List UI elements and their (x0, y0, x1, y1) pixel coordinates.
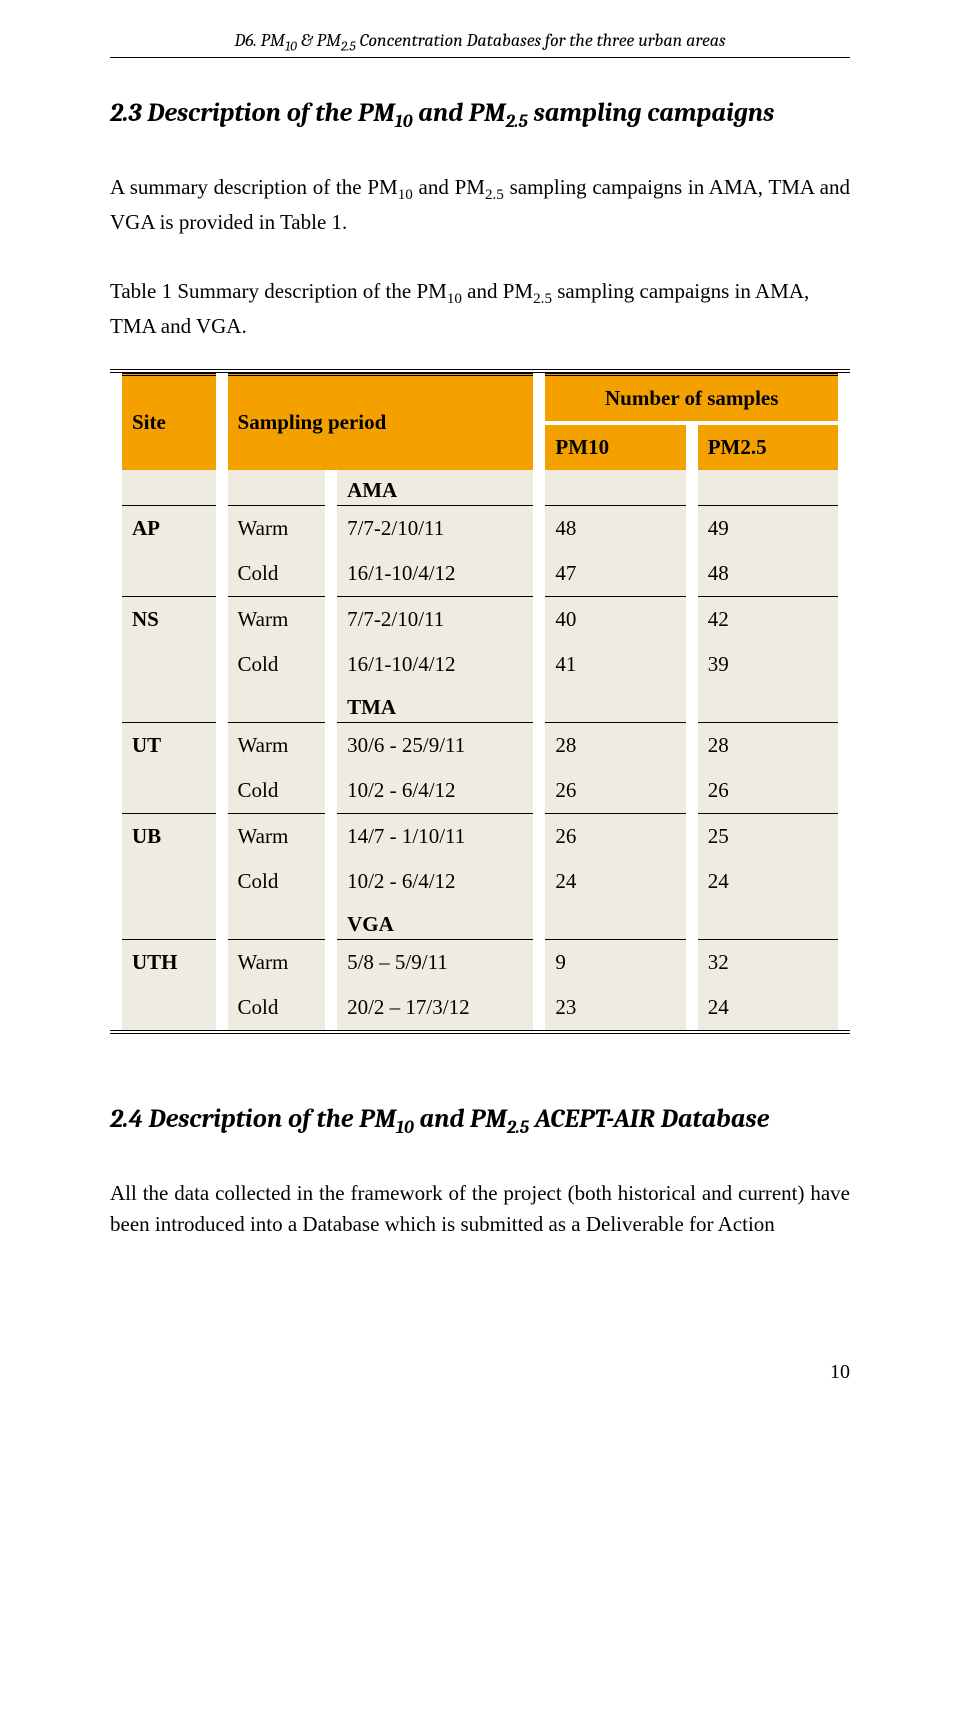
cell-season: Cold (228, 768, 326, 813)
cell-pm25: 48 (698, 551, 838, 596)
cell-site (122, 985, 216, 1030)
section-label: TMA (337, 687, 533, 722)
cell-site (122, 551, 216, 596)
section-label: VGA (337, 904, 533, 939)
heading-2-3: 2.3 Description of the PM10 and PM2.5 sa… (110, 98, 850, 132)
cell-pm25: 24 (698, 859, 838, 904)
cell-pm10: 26 (545, 768, 685, 813)
cell-pm10: 9 (545, 939, 685, 985)
running-header: D6. PM10 & PM2.5 Concentration Databases… (110, 30, 850, 58)
cell-pm25: 49 (698, 505, 838, 551)
cell-site: AP (122, 505, 216, 551)
cell-pm25: 26 (698, 768, 838, 813)
cell-season: Cold (228, 859, 326, 904)
cell-pm10: 47 (545, 551, 685, 596)
cell-pm25: 32 (698, 939, 838, 985)
cell-season: Warm (228, 722, 326, 768)
paragraph-intro: A summary description of the PM10 and PM… (110, 172, 850, 238)
cell-period: 10/2 - 6/4/12 (337, 768, 533, 813)
cell-season: Cold (228, 551, 326, 596)
th-period: Sampling period (228, 373, 534, 470)
cell-period: 16/1-10/4/12 (337, 551, 533, 596)
cell-period: 30/6 - 25/9/11 (337, 722, 533, 768)
cell-period: 10/2 - 6/4/12 (337, 859, 533, 904)
cell-pm25: 28 (698, 722, 838, 768)
cell-pm10: 28 (545, 722, 685, 768)
table-1-wrap: Site Sampling period Number of samples P… (110, 369, 850, 1034)
cell-site: NS (122, 596, 216, 642)
cell-period: 20/2 – 17/3/12 (337, 985, 533, 1030)
cell-pm10: 24 (545, 859, 685, 904)
cell-period: 7/7-2/10/11 (337, 596, 533, 642)
paragraph-db: All the data collected in the framework … (110, 1178, 850, 1241)
section-label: AMA (337, 470, 533, 505)
cell-pm10: 23 (545, 985, 685, 1030)
cell-season: Cold (228, 642, 326, 687)
cell-pm10: 40 (545, 596, 685, 642)
cell-season: Warm (228, 939, 326, 985)
cell-site: UTH (122, 939, 216, 985)
cell-season: Warm (228, 505, 326, 551)
cell-period: 16/1-10/4/12 (337, 642, 533, 687)
cell-site: UT (122, 722, 216, 768)
cell-site: UB (122, 813, 216, 859)
th-pm25: PM2.5 (698, 425, 838, 470)
cell-period: 7/7-2/10/11 (337, 505, 533, 551)
th-pm10: PM10 (545, 425, 685, 470)
th-samples: Number of samples (545, 373, 838, 421)
cell-pm25: 39 (698, 642, 838, 687)
cell-pm25: 42 (698, 596, 838, 642)
cell-season: Cold (228, 985, 326, 1030)
table-1-caption: Table 1 Summary description of the PM10 … (110, 276, 850, 342)
cell-season: Warm (228, 813, 326, 859)
cell-site (122, 768, 216, 813)
cell-site (122, 859, 216, 904)
heading-2-4: 2.4 Description of the PM10 and PM2.5 AC… (110, 1104, 850, 1138)
cell-site (122, 642, 216, 687)
cell-pm10: 26 (545, 813, 685, 859)
cell-season: Warm (228, 596, 326, 642)
cell-period: 14/7 - 1/10/11 (337, 813, 533, 859)
cell-period: 5/8 – 5/9/11 (337, 939, 533, 985)
cell-pm25: 25 (698, 813, 838, 859)
page-number: 10 (110, 1361, 850, 1384)
cell-pm10: 41 (545, 642, 685, 687)
th-site: Site (122, 373, 216, 470)
cell-pm10: 48 (545, 505, 685, 551)
table-1: Site Sampling period Number of samples P… (110, 373, 850, 1030)
cell-pm25: 24 (698, 985, 838, 1030)
